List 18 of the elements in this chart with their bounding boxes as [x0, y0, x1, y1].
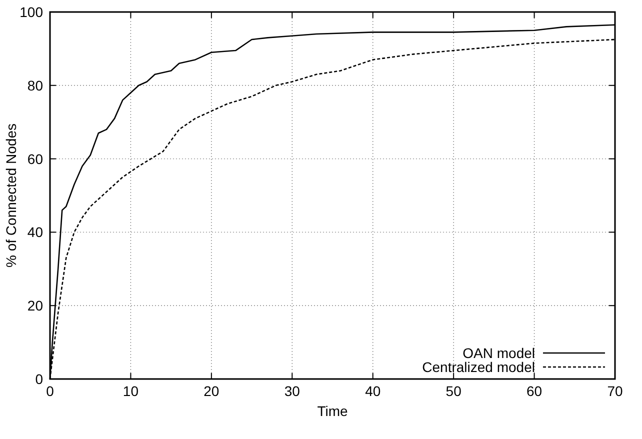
legend-label: Centralized model — [422, 359, 535, 375]
x-tick-label: 20 — [204, 383, 220, 399]
x-tick-label: 30 — [284, 383, 300, 399]
x-tick-label: 0 — [46, 383, 54, 399]
x-axis-title: Time — [317, 403, 348, 419]
x-tick-label: 10 — [122, 383, 139, 399]
x-tick-label: 50 — [446, 383, 462, 399]
y-tick-label: 80 — [27, 77, 44, 94]
y-tick-label: 100 — [20, 4, 44, 20]
y-axis-title: % of Connected Nodes — [3, 124, 19, 268]
y-tick-label: 20 — [27, 298, 44, 314]
y-tick-label: 60 — [27, 150, 44, 167]
y-tick-label: 0 — [35, 371, 44, 387]
x-tick-label: 40 — [365, 383, 381, 399]
x-tick-label: 60 — [526, 383, 542, 399]
legend-label: OAN model — [462, 345, 535, 361]
y-tick-label: 40 — [27, 224, 44, 240]
x-tick-label: 70 — [607, 383, 623, 399]
